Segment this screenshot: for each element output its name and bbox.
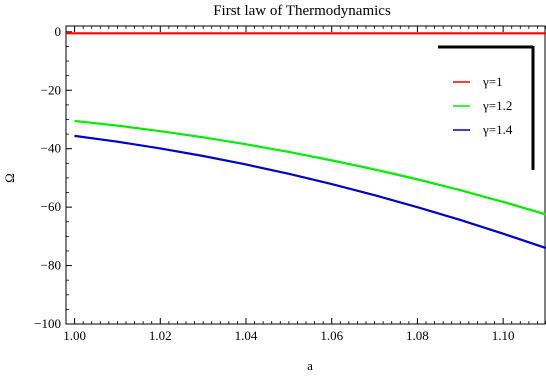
y-tick-label: −80 [41, 258, 61, 273]
x-tick-label: 1.10 [492, 328, 515, 343]
series-line-2 [74, 119, 546, 216]
series-lines [66, 32, 546, 250]
x-axis-title: a [307, 358, 313, 373]
x-tick-label: 1.02 [149, 328, 172, 343]
plot-frame [65, 25, 546, 325]
y-tick-label: −20 [41, 82, 61, 97]
x-tick-label: 1.06 [320, 328, 343, 343]
y-tick-label: 0 [55, 24, 62, 39]
x-tick-label: 1.04 [235, 328, 258, 343]
legend-label-2: γ=1.2 [482, 98, 512, 113]
y-tick-label: −100 [34, 316, 61, 331]
y-tick-label: −60 [41, 199, 61, 214]
plot-border [65, 25, 546, 325]
chart-title: First law of Thermodynamics [213, 3, 391, 19]
x-tick-label: 1.08 [406, 328, 429, 343]
x-tick-label: 1.00 [63, 328, 86, 343]
y-axis-title: Ω [2, 173, 17, 183]
legend-label-3: γ=1.4 [482, 122, 513, 137]
axis-ticks: 1.00 1.02 1.04 1.06 1.08 1.10 0 −20 −40 −60 −80 −10… [34, 24, 546, 343]
legend: γ=1 γ=1.2 γ=1.4 [438, 45, 535, 170]
series-line-3 [74, 134, 546, 250]
legend-label-1: γ=1 [482, 74, 503, 89]
y-tick-label: −40 [41, 141, 61, 156]
